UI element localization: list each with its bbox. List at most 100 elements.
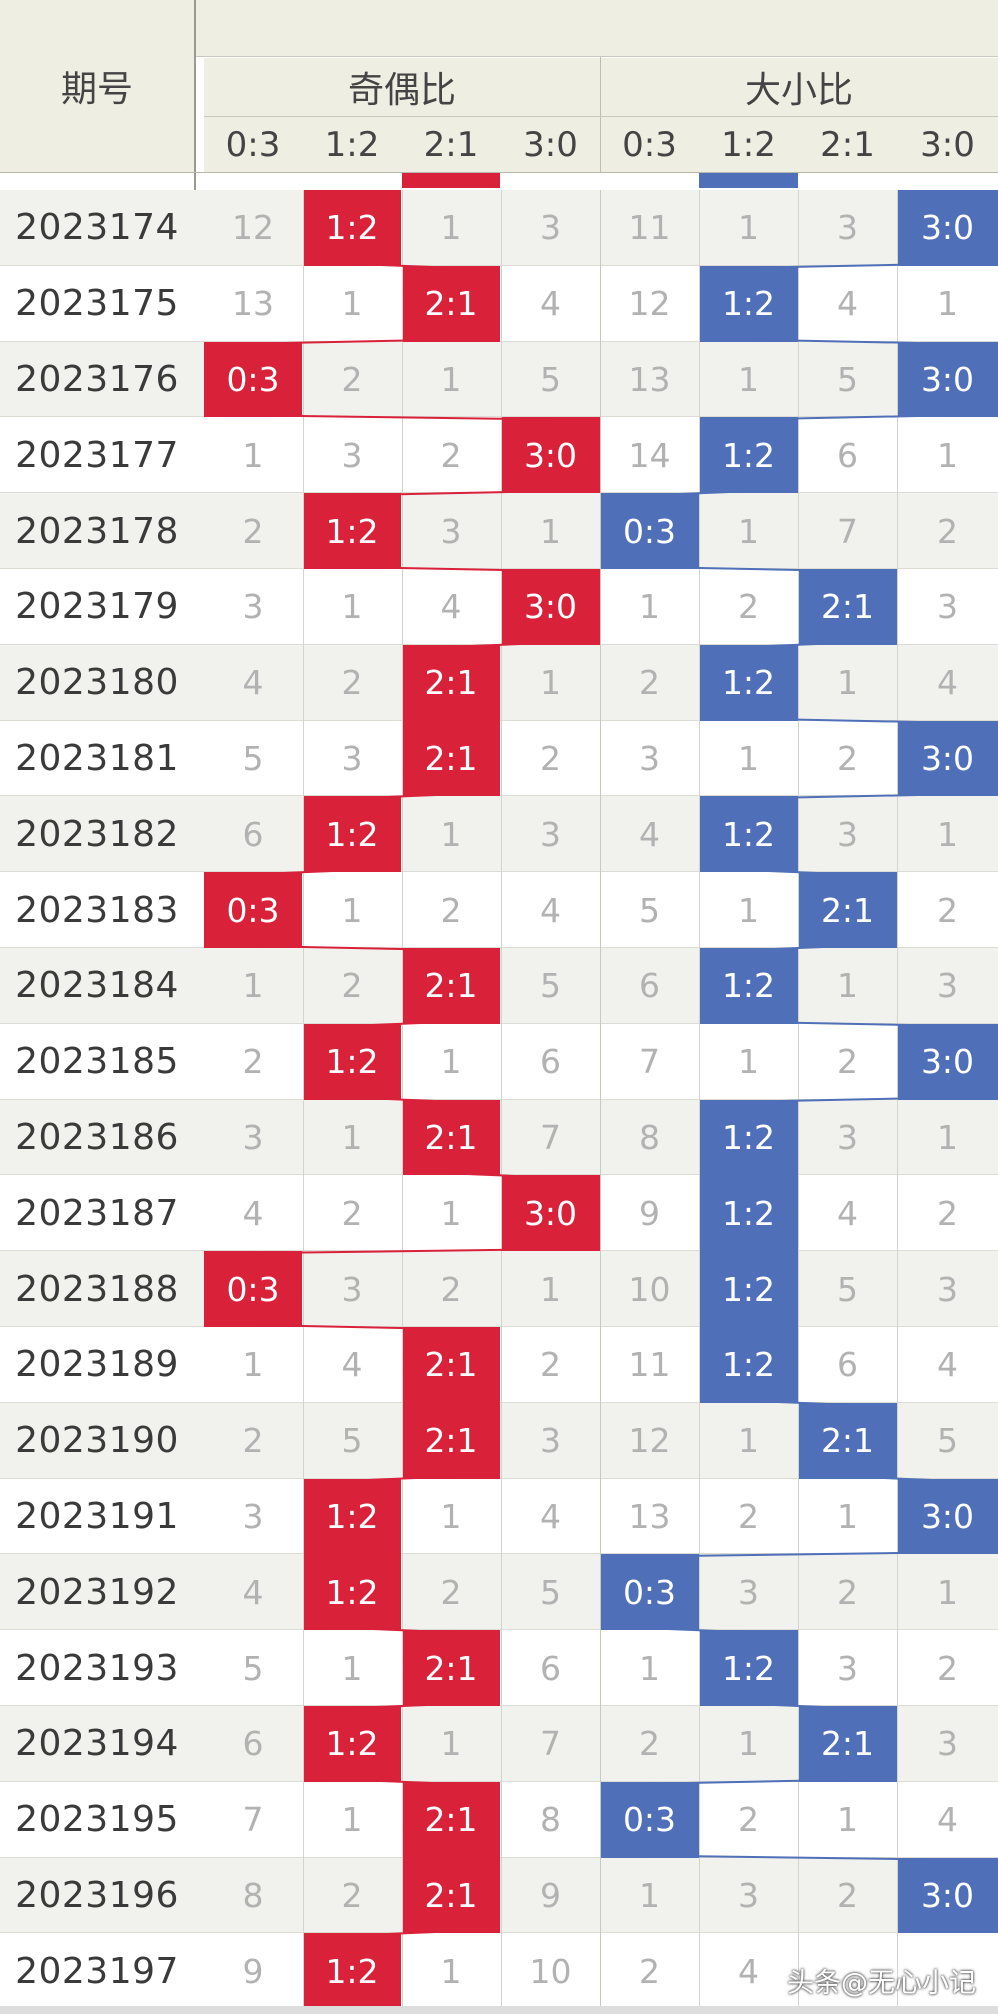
- column-divider: [501, 1706, 502, 1782]
- column-divider: [699, 1251, 700, 1327]
- hit-cell-odd-even: 2:1: [402, 1099, 500, 1176]
- column-divider: [600, 1706, 601, 1782]
- hit-cell-big-small: 1:2: [699, 1099, 798, 1176]
- odd-even-group-title: 奇偶比: [347, 70, 456, 111]
- miss-count-cell: 5: [242, 738, 264, 778]
- hit-cell-big-small: 0:3: [600, 1554, 699, 1631]
- column-divider: [897, 1781, 898, 1858]
- column-divider: [798, 1099, 799, 1176]
- hit-cell-odd-even: 1:2: [303, 493, 401, 569]
- miss-count-cell: 13: [232, 284, 274, 324]
- header-line-mid: [204, 116, 998, 117]
- column-divider: [897, 1630, 898, 1706]
- miss-count-cell: 8: [242, 1875, 264, 1915]
- miss-count-cell: 2: [242, 1421, 264, 1461]
- column-divider: [501, 1933, 502, 2010]
- row-divider: [0, 1326, 998, 1327]
- row-divider: [0, 1780, 998, 1782]
- column-divider: [303, 190, 304, 266]
- hit-cell-big-small: 2:1: [798, 569, 897, 645]
- miss-count-cell: 4: [540, 890, 561, 930]
- column-divider: [699, 341, 700, 418]
- miss-count-cell: 2: [341, 966, 363, 1006]
- partial-hit-red: [402, 173, 500, 188]
- column-divider: [600, 1554, 601, 1631]
- miss-count-cell: 2: [837, 1042, 858, 1082]
- column-divider: [303, 417, 304, 494]
- period-cell: 2023186: [15, 1116, 179, 1158]
- column-divider: [798, 1781, 799, 1858]
- miss-count-cell: 5: [242, 1648, 264, 1688]
- miss-count-cell: 4: [242, 663, 264, 703]
- column-divider: [303, 265, 304, 342]
- column-divider: [402, 1478, 403, 1555]
- table-row: [0, 190, 998, 266]
- column-divider: [600, 265, 601, 342]
- column-divider: [600, 1630, 601, 1706]
- column-divider: [798, 644, 799, 721]
- miss-count-cell: 4: [341, 1345, 363, 1385]
- miss-count-cell: 2: [341, 1875, 363, 1915]
- hit-cell-big-small: 3:0: [897, 341, 998, 418]
- miss-count-cell: 1: [837, 1496, 858, 1536]
- hit-cell-odd-even: 0:3: [204, 1251, 302, 1327]
- hit-cell-big-small: 2:1: [798, 872, 897, 948]
- column-divider: [402, 1857, 403, 1934]
- column-divider: [798, 341, 799, 418]
- table-row: [0, 341, 998, 418]
- hit-cell-odd-even: 3:0: [501, 417, 600, 494]
- miss-count-cell: 4: [242, 1193, 264, 1233]
- column-divider: [798, 948, 799, 1024]
- miss-count-cell: 2: [937, 1648, 958, 1688]
- miss-count-cell: 2: [341, 663, 363, 703]
- miss-count-cell: 9: [639, 1193, 660, 1233]
- column-divider: [699, 720, 700, 797]
- period-cell: 2023183: [15, 889, 179, 931]
- miss-count-cell: 1: [440, 1951, 462, 1991]
- column-divider: [699, 1630, 700, 1706]
- column-divider: [600, 1175, 601, 1252]
- miss-count-cell: 3: [837, 1117, 858, 1157]
- hit-cell-big-small: 1:2: [699, 1175, 798, 1252]
- hit-cell-odd-even: 1:2: [303, 796, 401, 873]
- miss-count-cell: 2: [639, 1724, 660, 1764]
- column-divider: [798, 493, 799, 569]
- column-divider: [897, 1023, 898, 1100]
- miss-count-cell: 1: [440, 208, 462, 248]
- period-cell: 2023177: [15, 434, 179, 476]
- miss-count-cell: 1: [937, 435, 958, 475]
- column-divider: [699, 872, 700, 948]
- column-divider: [303, 644, 304, 721]
- column-divider: [402, 1933, 403, 2010]
- column-divider: [798, 1402, 799, 1479]
- column-divider: [798, 1630, 799, 1706]
- hit-cell-big-small: 3:0: [897, 1023, 998, 1100]
- column-divider: [798, 569, 799, 645]
- miss-count-cell: 7: [540, 1724, 561, 1764]
- hit-cell-big-small: 3:0: [897, 190, 998, 266]
- column-divider: [501, 1478, 502, 1555]
- miss-count-cell: 4: [639, 814, 660, 854]
- column-divider: [501, 1099, 502, 1176]
- column-header-odd-even-3-0: 3:0: [523, 124, 578, 165]
- column-divider: [402, 1251, 403, 1327]
- miss-count-cell: 1: [341, 1117, 363, 1157]
- miss-count-cell: 4: [440, 587, 462, 627]
- row-divider: [0, 871, 998, 873]
- hit-cell-big-small: 2:1: [798, 1706, 897, 1782]
- miss-count-cell: 3: [242, 1117, 264, 1157]
- miss-count-cell: 8: [540, 1800, 561, 1840]
- column-divider: [402, 190, 403, 266]
- miss-count-cell: 3: [341, 435, 363, 475]
- miss-count-cell: 2: [738, 1496, 759, 1536]
- column-divider: [600, 1099, 601, 1176]
- hit-cell-big-small: 2:1: [798, 1402, 897, 1479]
- hit-cell-odd-even: 2:1: [402, 1781, 500, 1858]
- period-cell: 2023180: [15, 662, 179, 704]
- miss-count-cell: 2: [540, 738, 561, 778]
- hit-cell-odd-even: 3:0: [501, 569, 600, 645]
- header-line-bottom: [0, 172, 998, 173]
- hit-cell-odd-even: 2:1: [402, 1857, 500, 1934]
- column-divider: [897, 265, 898, 342]
- miss-count-cell: 1: [242, 1345, 264, 1385]
